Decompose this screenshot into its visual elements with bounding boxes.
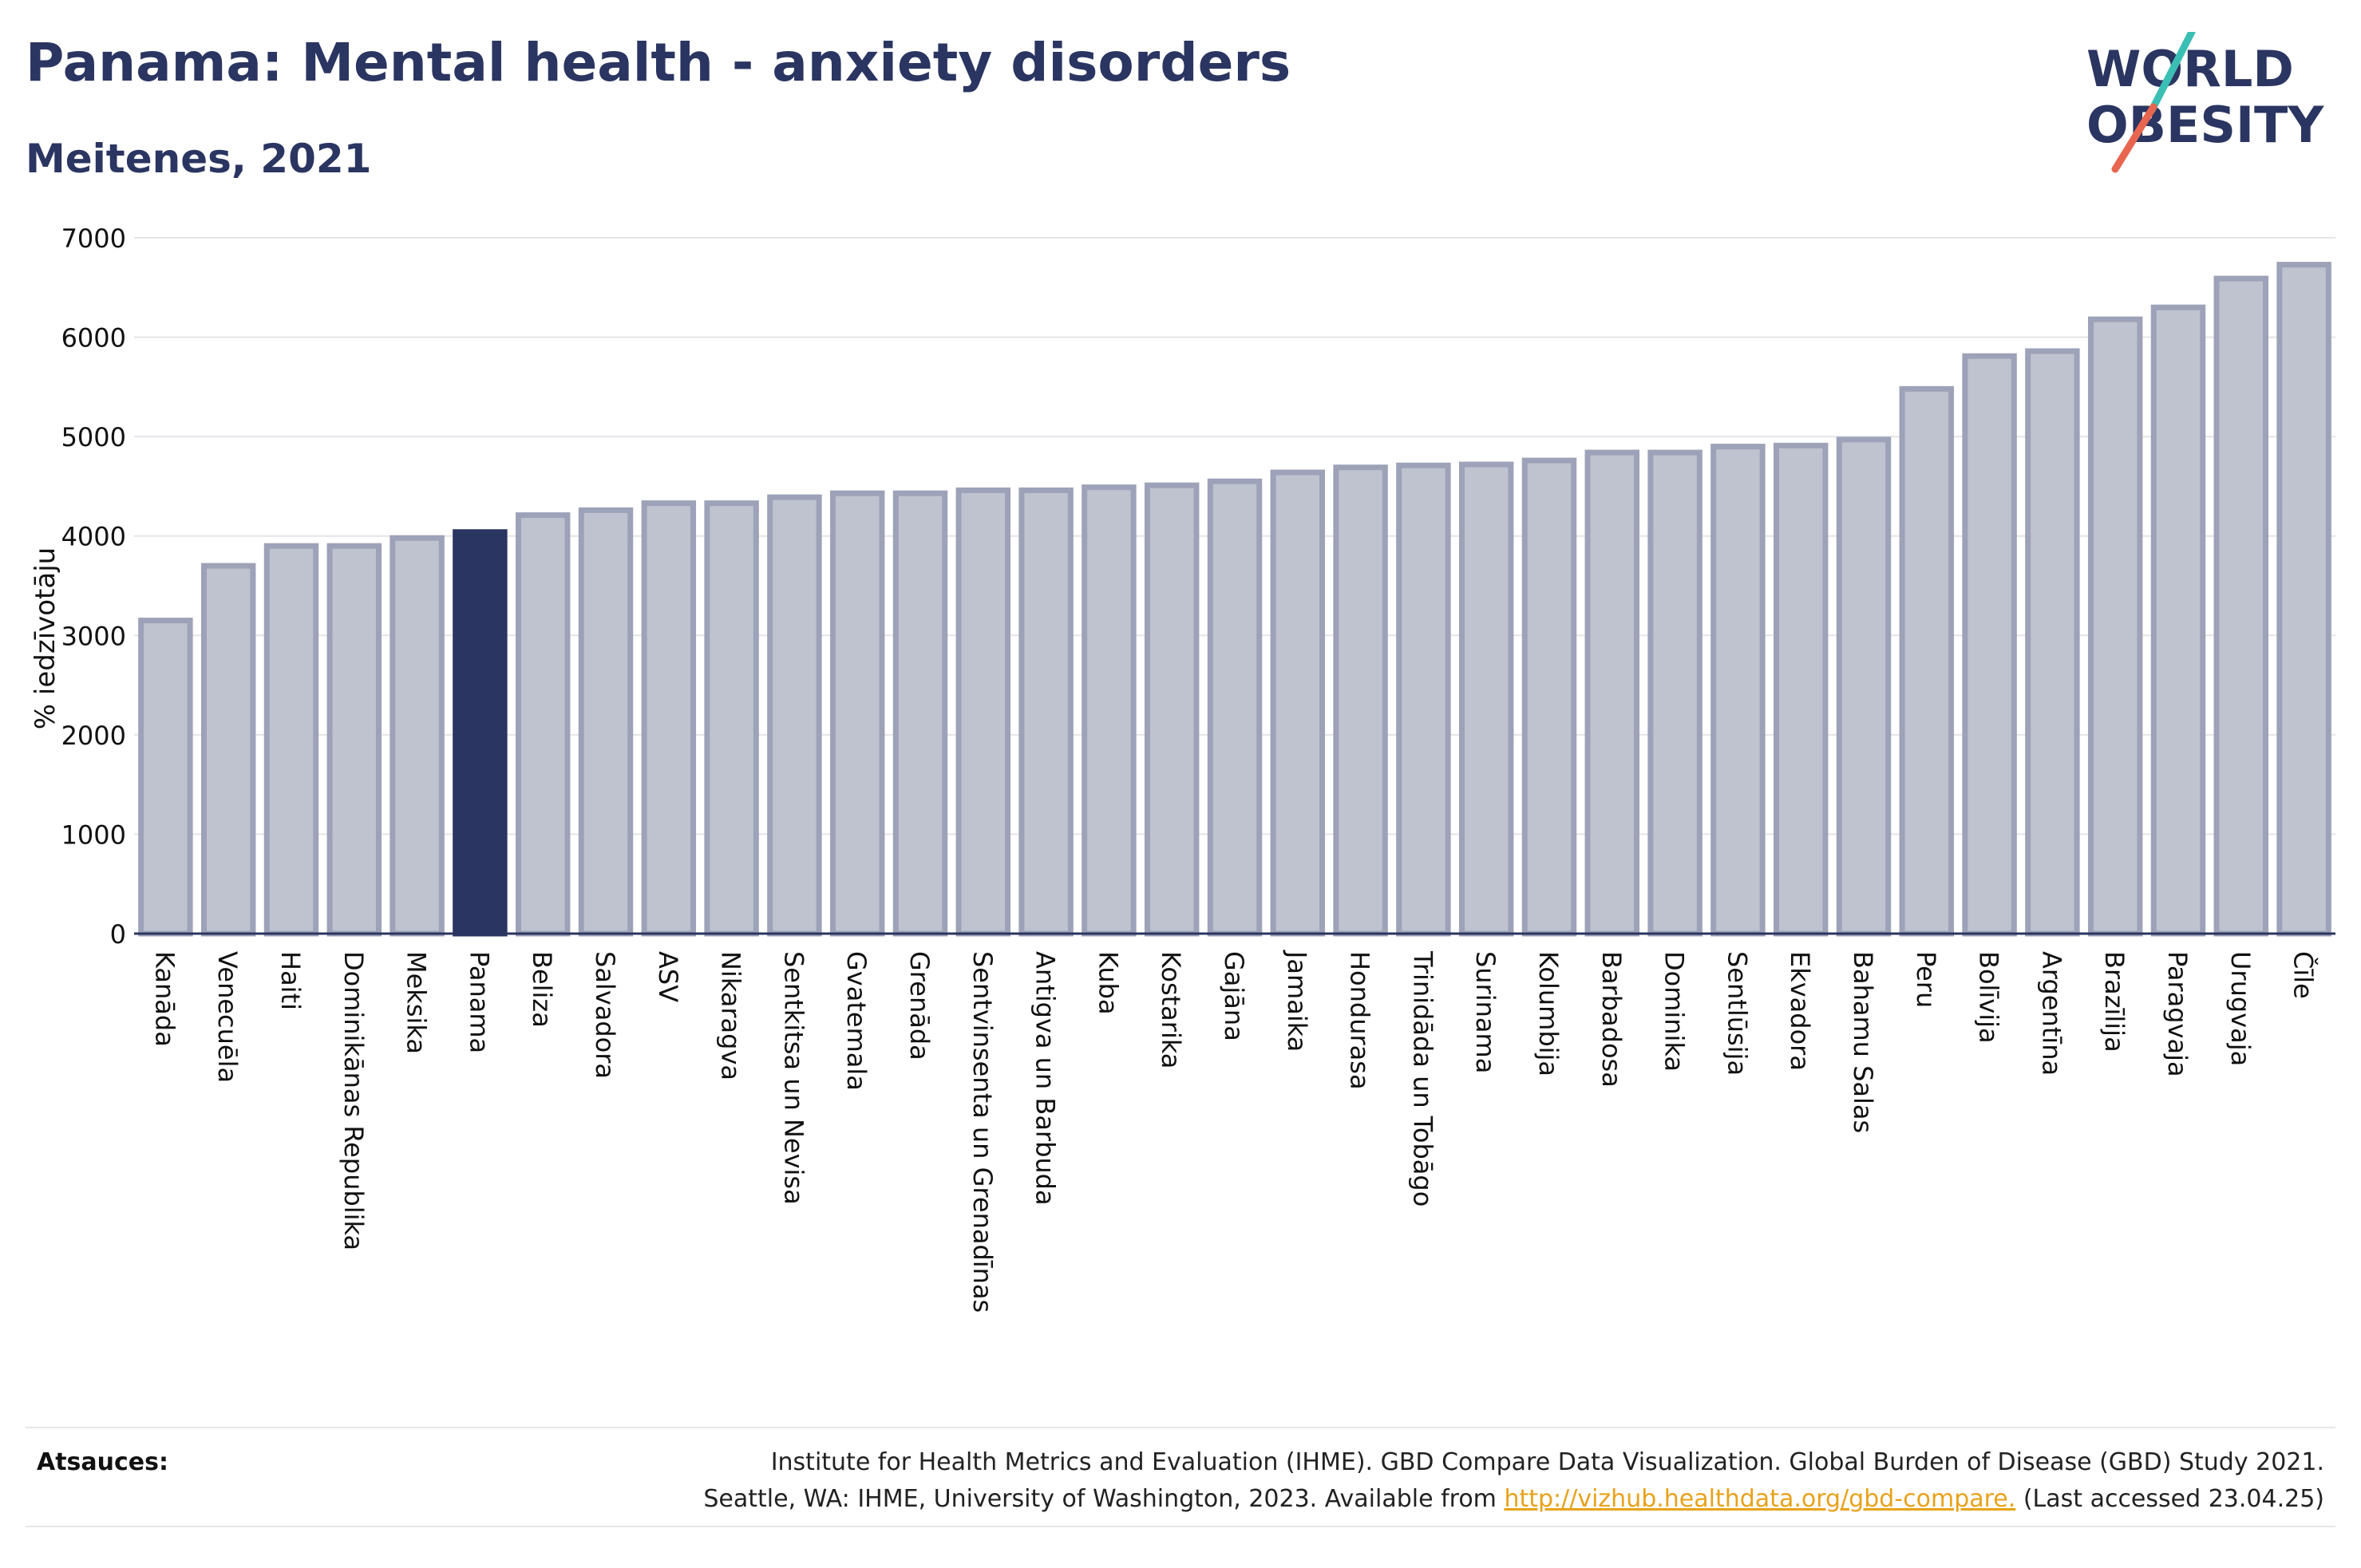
bar-kuba [1082, 484, 1137, 937]
bar-kostarika [1144, 482, 1200, 937]
x-tick-label: Brazīlija [2099, 951, 2130, 1053]
x-tick-label: Panama [464, 951, 494, 1053]
bar-sentkitsa-un-nevisa [767, 494, 822, 937]
source-line-2: Seattle, WA: IHME, University of Washing… [488, 1481, 2324, 1518]
x-tick-label: Salvadora [590, 951, 620, 1079]
x-tick-label: Čīle [2288, 951, 2319, 999]
bar-nikaragva [704, 500, 759, 937]
chart-subtitle: Meitenes, 2021 [26, 136, 372, 182]
bar-salvadora [578, 507, 634, 937]
bar-gvatemala [829, 490, 885, 937]
bar-sentlūsija [1710, 444, 1766, 937]
bar-urugvaja [2213, 275, 2269, 937]
chart-title: Panama: Mental health - anxiety disorder… [26, 32, 1291, 93]
y-tick-label: 1000 [61, 820, 126, 850]
bar-čīle [2276, 262, 2331, 937]
bar-ekvadora [1773, 442, 1829, 937]
y-axis-label: % iedzīvotāju [30, 547, 61, 729]
x-tick-label: Gajāna [1219, 951, 1249, 1041]
bar-surinama [1458, 461, 1514, 937]
bar-asv [641, 500, 697, 937]
x-tick-label: Gvatemala [841, 951, 872, 1091]
x-tick-label: Jamaika [1282, 950, 1312, 1052]
source-link[interactable]: http://vizhub.healthdata.org/gbd-compare… [1504, 1485, 2016, 1513]
world-obesity-logo: WORLD OBESITY [2086, 32, 2324, 173]
x-tick-label: Sentkitsa un Nevisa [778, 951, 809, 1205]
x-tick-label: Kostarika [1156, 951, 1186, 1068]
x-tick-label: Nikaragva [716, 951, 746, 1080]
source-label: Atsauces: [37, 1448, 168, 1476]
x-tick-label: Urugvaja [2225, 951, 2256, 1066]
y-tick-label: 0 [110, 919, 126, 950]
bar-grenāda [892, 490, 948, 937]
x-tick-label: Venecuēla [212, 951, 243, 1083]
y-tick-label: 3000 [61, 621, 126, 651]
y-tick-label: 6000 [61, 323, 126, 353]
source-line-2-prefix: Seattle, WA: IHME, University of Washing… [703, 1485, 1505, 1513]
bar-venecuēla [200, 563, 256, 937]
x-tick-label: Sentlūsija [1722, 951, 1752, 1076]
x-tick-label: Beliza [527, 951, 557, 1028]
y-tick-label: 7000 [61, 223, 126, 254]
bar-bahamu-salas [1836, 436, 1892, 937]
bar-kanāda [138, 618, 193, 937]
x-tick-label: Dominikānas Republika [338, 951, 369, 1250]
y-tick-label: 2000 [61, 721, 126, 751]
bar-antigva-un-barbuda [1018, 487, 1074, 937]
source-line-1: Institute for Health Metrics and Evaluat… [770, 1448, 2324, 1476]
bar-dominika [1647, 449, 1703, 937]
source-text: Institute for Health Metrics and Evaluat… [488, 1444, 2324, 1518]
source-divider-bottom [26, 1526, 2335, 1527]
source-line-2-suffix: (Last accessed 23.04.25) [2015, 1485, 2324, 1513]
x-tick-label: Grenāda [904, 951, 935, 1060]
bar-chart: 0 1000 2000 3000 4000 5000 6000 7000 Kanāda Vene… [30, 223, 2335, 1313]
y-tick-label: 5000 [61, 422, 126, 452]
bar-gajāna [1207, 478, 1263, 937]
bar-jamaika [1270, 469, 1326, 937]
logo-word-obesity: OBESITY [2086, 96, 2324, 154]
bars [138, 262, 2331, 937]
bar-bolīvija [1962, 353, 2017, 937]
x-tick-label: Haiti [275, 951, 306, 1010]
x-tick-label: Dominika [1659, 951, 1690, 1072]
x-axis-labels: Kanāda Venecuēla Haiti Dominikānas Republik… [149, 950, 2319, 1313]
bar-beliza [515, 512, 571, 937]
bar-argentīna [2025, 348, 2080, 937]
x-tick-label: Meksika [401, 951, 432, 1054]
x-tick-label: Trinidāda un Tobāgo [1407, 950, 1438, 1207]
bar-kolumbija [1521, 457, 1577, 937]
x-tick-label: Paragvaja [2162, 951, 2193, 1077]
logo-slash-top [2148, 32, 2196, 114]
x-tick-label: ASV [653, 951, 683, 1002]
bar-trinidāda-un-tobāgo [1396, 462, 1451, 937]
bar-hondurasa [1333, 464, 1388, 937]
x-tick-label: Surinama [1470, 951, 1501, 1073]
x-tick-label: Kolumbija [1533, 951, 1564, 1076]
bar-paragvaja [2150, 304, 2206, 937]
bar-dominikānas-republika [326, 543, 382, 937]
logo-slash-bottom [2111, 103, 2157, 173]
x-tick-label: Sentvinsenta un Grenadīnas [967, 951, 998, 1313]
source-divider-top [26, 1427, 2335, 1428]
bar-brazīlija [2087, 316, 2143, 937]
y-tick-label: 4000 [61, 522, 126, 552]
x-tick-label: Peru [1911, 951, 1941, 1008]
x-tick-label: Barbadosa [1596, 951, 1627, 1088]
x-tick-label: Bolīvija [1974, 951, 2004, 1044]
x-tick-label: Antigva un Barbuda [1030, 951, 1061, 1206]
bar-haiti [263, 543, 319, 937]
bar-sentvinsenta-un-grenadīnas [955, 487, 1011, 937]
bar-peru [1899, 385, 1955, 937]
x-tick-label: Ekvadora [1785, 951, 1815, 1071]
x-tick-label: Bahamu Salas [1848, 951, 1878, 1133]
x-tick-label: Argentīna [2036, 951, 2066, 1076]
bar-panama [453, 529, 508, 937]
bar-barbadosa [1584, 449, 1640, 937]
logo-word-world: WORLD [2086, 40, 2294, 98]
x-tick-label: Kuba [1093, 951, 1123, 1015]
x-tick-label: Kanāda [149, 951, 180, 1047]
y-axis-ticks: 0 1000 2000 3000 4000 5000 6000 7000 [61, 223, 126, 950]
bar-meksika [390, 535, 445, 937]
x-tick-label: Hondurasa [1345, 951, 1375, 1090]
